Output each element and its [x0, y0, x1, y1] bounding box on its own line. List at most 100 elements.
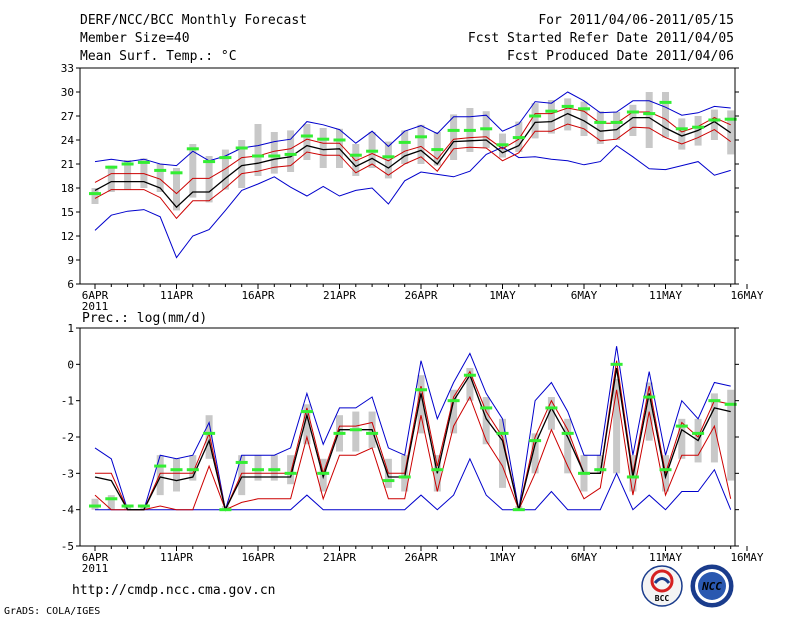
- ensemble-marker: [219, 508, 232, 512]
- ensemble-marker: [447, 399, 460, 403]
- ensemble-marker: [154, 168, 167, 172]
- ensemble-marker: [186, 147, 199, 151]
- x-tick-label: 16MAY: [730, 551, 763, 564]
- spread-box: [238, 455, 246, 496]
- ensemble-marker: [121, 504, 134, 508]
- ensemble-marker: [708, 399, 721, 403]
- x-tick-label: 11MAY: [649, 551, 682, 564]
- series-line-max: [94, 346, 731, 511]
- bcc-logo: BCC: [641, 565, 683, 607]
- ensemble-marker: [529, 114, 542, 118]
- ensemble-marker: [186, 468, 199, 472]
- spread-box: [287, 455, 295, 485]
- ensemble-marker: [333, 431, 346, 435]
- grads-credit: GrADS: COLA/IGES: [4, 606, 100, 617]
- x-tick-label: 21APR: [323, 551, 356, 564]
- spread-box: [124, 160, 132, 190]
- ensemble-marker: [512, 136, 525, 140]
- y-tick-label: -1: [61, 395, 74, 408]
- ensemble-marker: [708, 118, 721, 122]
- ensemble-marker: [659, 100, 672, 104]
- spread-box: [270, 132, 278, 174]
- ensemble-marker: [154, 464, 167, 468]
- ensemble-marker: [300, 134, 313, 138]
- y-tick-label: 9: [67, 254, 74, 267]
- ensemble-marker: [300, 410, 313, 414]
- ensemble-marker: [480, 127, 493, 131]
- x-tick-label: 6MAY: [571, 289, 598, 302]
- ensemble-marker: [235, 460, 248, 464]
- ensemble-marker: [675, 424, 688, 428]
- ensemble-marker: [529, 439, 542, 443]
- series-line-lower: [94, 389, 732, 512]
- ensemble-marker: [463, 373, 476, 377]
- series-line-max: [94, 91, 731, 167]
- ensemble-marker: [317, 137, 330, 141]
- y-tick-label: 12: [61, 230, 74, 243]
- ensemble-marker: [349, 153, 362, 157]
- temperature-panel: 6 9 12 15 18 21 24 27 30 33 6APR 11APR 16APR 21APR 26A…: [61, 62, 764, 313]
- y-tick-label: 6: [67, 278, 74, 291]
- ensemble-marker: [545, 109, 558, 113]
- start-date: Fcst Started Refer Date 2011/04/05: [468, 31, 734, 46]
- spread-box: [205, 156, 213, 203]
- spread-box: [645, 92, 653, 148]
- ensemble-marker: [137, 504, 150, 508]
- ensemble-marker: [626, 475, 639, 479]
- y-tick-label: -4: [61, 504, 75, 517]
- y-tick-label: 18: [61, 182, 74, 195]
- spread-box: [417, 124, 425, 164]
- spread-box: [678, 418, 686, 459]
- ensemble-marker: [252, 468, 264, 472]
- spread-box: [417, 375, 425, 434]
- spread-box: [710, 109, 718, 140]
- y-tick-label: -2: [61, 431, 74, 444]
- ensemble-marker: [610, 362, 623, 366]
- spread-box: [107, 165, 115, 192]
- ensemble-marker: [594, 120, 607, 124]
- series-line-upper: [94, 107, 731, 195]
- spread-box: [352, 144, 360, 176]
- ensemble-marker: [398, 140, 411, 144]
- series-line-lower: [94, 123, 731, 220]
- x-tick-label: 6APR: [82, 551, 109, 564]
- x-tick-label: 6MAY: [571, 551, 598, 564]
- x-tick-label: 16APR: [241, 289, 274, 302]
- spread-box: [466, 367, 474, 401]
- x-tick-label: 26APR: [404, 289, 437, 302]
- ensemble-marker: [203, 160, 216, 164]
- spread-box: [401, 130, 409, 164]
- x-tick-label: 6APR: [82, 289, 109, 302]
- ensemble-marker: [659, 468, 672, 472]
- x-tick-label: 21APR: [323, 289, 356, 302]
- spread-box: [384, 141, 392, 179]
- ensemble-marker: [578, 107, 590, 111]
- ensemble-marker: [398, 475, 411, 479]
- x-tick-label: 16APR: [241, 551, 274, 564]
- source-url[interactable]: http://cmdp.ncc.cma.gov.cn: [72, 583, 276, 598]
- ensemble-marker: [692, 431, 705, 435]
- spread-box: [91, 188, 99, 204]
- ensemble-marker: [610, 120, 623, 124]
- ensemble-marker: [692, 125, 705, 129]
- spread-box: [499, 418, 506, 488]
- ensemble-marker: [105, 497, 118, 501]
- ensemble-marker: [415, 135, 427, 139]
- forecast-period: For 2011/04/06-2011/05/15: [538, 13, 734, 28]
- spread-box: [156, 455, 164, 496]
- ensemble-marker: [284, 152, 297, 156]
- spread-box: [205, 415, 213, 459]
- spread-box: [564, 98, 572, 131]
- spread-box: [189, 455, 197, 481]
- ensemble-marker: [284, 471, 297, 475]
- year-label: 2011: [82, 562, 109, 575]
- spread-box: [450, 114, 458, 160]
- spread-box: [238, 140, 246, 188]
- ensemble-marker: [317, 471, 330, 475]
- x-tick-label: 1MAY: [489, 551, 516, 564]
- ensemble-marker: [366, 431, 379, 435]
- y-tick-label: -5: [61, 540, 74, 553]
- ensemble-marker: [643, 395, 656, 399]
- ensemble-marker: [431, 468, 444, 472]
